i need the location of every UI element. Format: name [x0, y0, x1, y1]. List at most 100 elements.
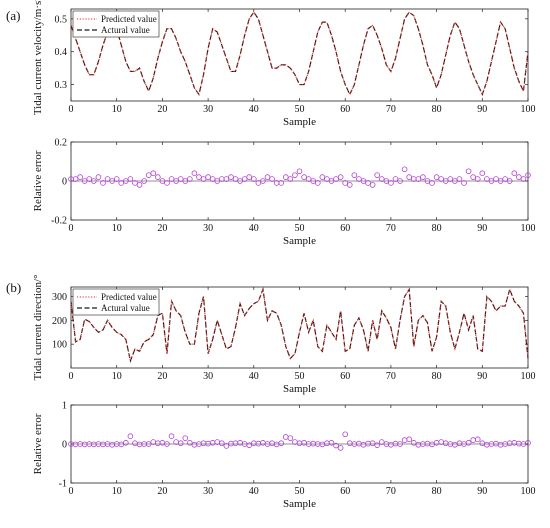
panel-label-b: (b) — [6, 280, 21, 295]
x-tick-label: 20 — [157, 104, 167, 115]
error-point — [214, 439, 221, 445]
error-point — [415, 441, 422, 448]
error-point — [241, 176, 248, 182]
error-point — [497, 178, 504, 184]
error-point — [232, 440, 239, 447]
x-tick-label: 10 — [112, 486, 122, 497]
error-point — [155, 440, 161, 447]
error-point — [164, 180, 170, 186]
error-point — [187, 176, 193, 182]
error-point — [520, 176, 527, 182]
error-point — [401, 166, 408, 173]
error-point — [493, 176, 499, 182]
y-tick-label: 1 — [62, 401, 67, 412]
x-tick-label: 90 — [477, 104, 487, 115]
y-tick-label: 0.2 — [55, 138, 68, 149]
error-point — [273, 180, 280, 186]
x-tick-label: 30 — [203, 223, 213, 234]
error-point — [470, 437, 476, 443]
error-point — [237, 178, 243, 184]
error-point — [205, 174, 211, 180]
direction-line-chart: 0 10 20 30 40 50 60 70 80 90 100 100 200 300 Sample Tid… — [32, 274, 536, 395]
error-point — [132, 180, 138, 186]
error-point — [351, 172, 358, 178]
error-point — [104, 176, 111, 182]
error-point — [287, 176, 294, 182]
error-point — [187, 440, 193, 446]
x-tick-label: 90 — [477, 486, 487, 497]
error-point — [228, 440, 234, 447]
error-point — [406, 436, 412, 443]
error-point — [100, 180, 106, 186]
error-point — [200, 176, 207, 182]
error-point — [392, 176, 399, 182]
error-point — [516, 174, 522, 180]
error-point — [145, 441, 152, 447]
x-tick-label: 80 — [432, 223, 442, 234]
error-point — [168, 176, 175, 182]
error-point — [251, 176, 257, 182]
y-tick-label: 0.3 — [55, 80, 68, 91]
x-tick-label: 60 — [340, 486, 350, 497]
error-point — [314, 180, 321, 186]
error-point — [328, 178, 335, 184]
error-point — [296, 440, 303, 447]
y-tick-label: 0 — [62, 440, 67, 451]
error-point — [191, 441, 198, 448]
error-point — [365, 440, 371, 447]
y-axis-label: Relative error — [32, 150, 44, 211]
error-point — [200, 440, 207, 447]
error-point — [337, 445, 344, 451]
error-point — [369, 182, 376, 188]
y-axis-label: Tidal current velocity/m·s-1 — [31, 0, 44, 115]
error-point — [356, 440, 362, 447]
error-point — [177, 176, 184, 182]
error-point — [246, 442, 253, 448]
x-tick-label: 40 — [249, 104, 259, 115]
error-point — [333, 442, 339, 449]
x-tick-label: 60 — [340, 371, 350, 382]
error-point — [342, 180, 349, 186]
x-tick-label: 30 — [203, 486, 213, 497]
error-point — [205, 440, 211, 447]
error-point — [365, 180, 371, 186]
error-point — [346, 440, 353, 447]
error-point — [424, 178, 431, 184]
y-axis-label: Relative error — [32, 413, 44, 474]
error-point — [493, 440, 499, 447]
error-point — [356, 176, 362, 182]
x-tick-label: 50 — [295, 486, 305, 497]
x-tick-label: 60 — [340, 223, 350, 234]
velocity-line-chart: 0 10 20 30 40 50 60 70 80 90 100 0.3 0.4 0.5 Sample Tid… — [31, 0, 536, 128]
error-point — [168, 433, 175, 440]
error-point — [438, 439, 444, 445]
error-point — [374, 172, 380, 178]
error-point — [255, 180, 262, 186]
error-point — [77, 174, 83, 180]
error-point — [278, 440, 285, 447]
error-point — [109, 178, 115, 184]
error-point — [415, 176, 422, 182]
error-point — [173, 178, 179, 184]
error-point — [333, 176, 339, 182]
predicted-value-line — [70, 287, 529, 363]
error-point — [442, 440, 449, 447]
y-tick-label: -0.2 — [51, 216, 67, 227]
x-tick-label: 80 — [432, 104, 442, 115]
error-point — [287, 435, 294, 441]
error-point — [136, 182, 143, 188]
error-point — [456, 440, 463, 447]
predicted-value-line — [70, 11, 529, 96]
x-tick-label: 50 — [295, 104, 305, 115]
error-point — [145, 172, 152, 178]
error-point — [484, 441, 490, 448]
error-point — [301, 174, 307, 180]
error-point — [420, 174, 426, 180]
error-point — [511, 440, 518, 446]
error-point — [123, 440, 129, 446]
error-point — [269, 440, 275, 447]
legend-actual-label: Actural value — [101, 303, 150, 313]
error-point — [442, 178, 449, 184]
error-point — [296, 168, 303, 175]
